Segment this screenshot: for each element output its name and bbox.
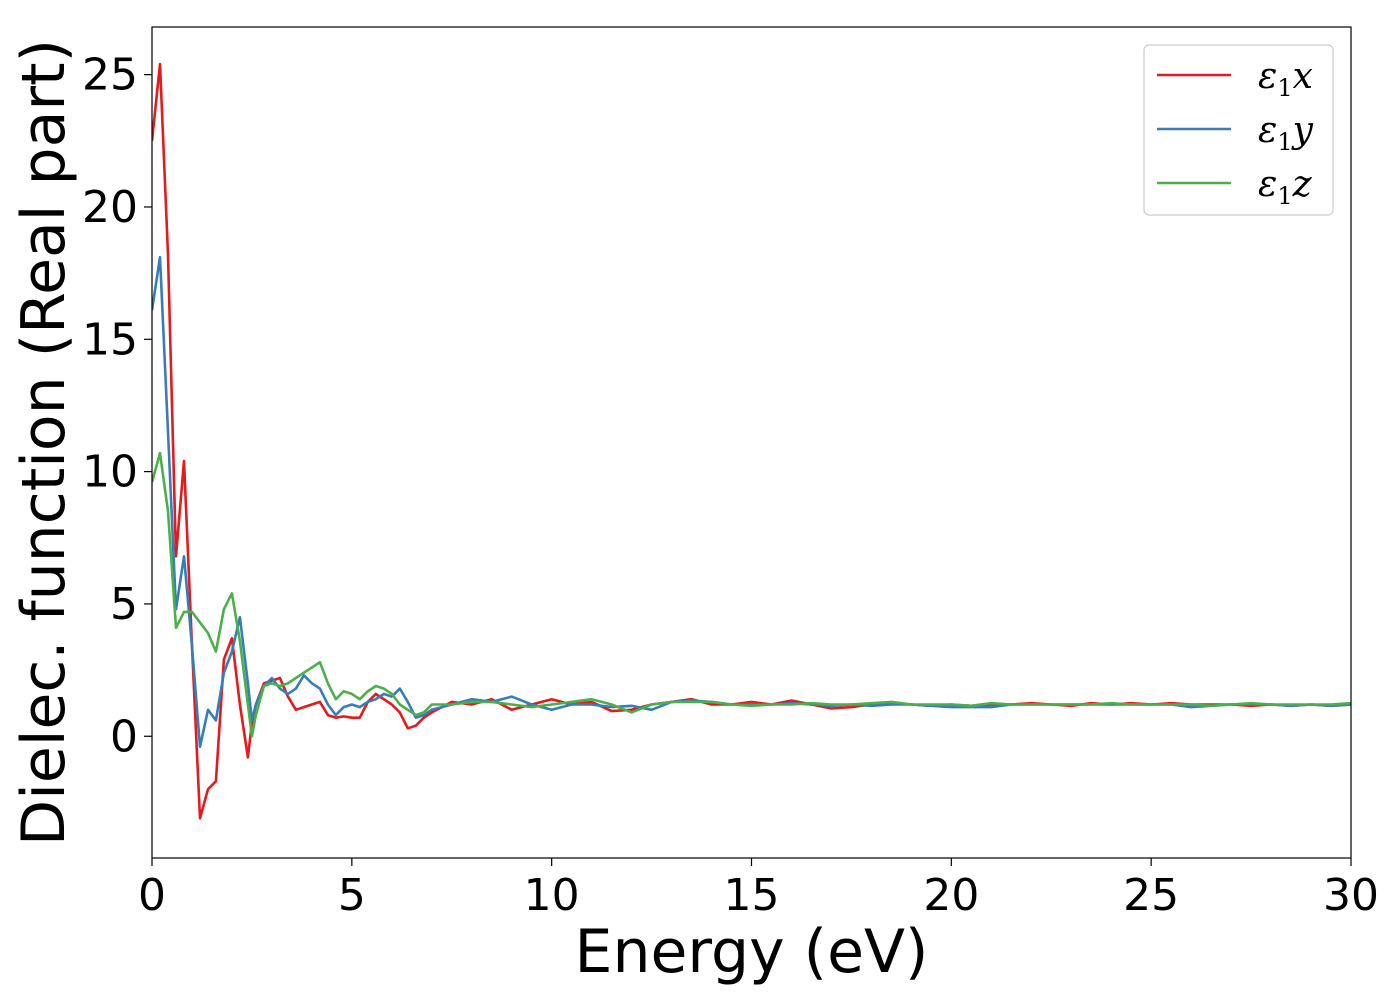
y-axis: 0 5 10 15 20 25 [82,50,152,762]
y-tick-label: 0 [110,711,138,762]
y-tick-label: 5 [110,579,138,630]
legend-box [1143,44,1334,216]
legend: ε1x ε1y ε1z [1143,44,1334,216]
x-tick-label: 15 [724,870,780,921]
x-axis-title: Energy (eV) [575,917,929,987]
y-tick-label: 10 [82,447,138,498]
y-axis-title: Dielec. function (Real part) [9,39,79,846]
x-tick-label: 30 [1323,870,1379,921]
series-line-z [152,451,1351,738]
y-tick-label: 25 [82,50,138,101]
x-tick-label: 5 [338,870,366,921]
x-tick-label: 0 [138,870,166,921]
x-tick-label: 20 [923,870,979,921]
x-tick-label: 10 [524,870,580,921]
legend-label-y: ε1y [1258,110,1314,156]
legend-label-z: ε1z [1258,164,1313,210]
x-axis: 0 5 10 15 20 25 30 [138,858,1379,921]
series-layer [152,62,1351,820]
y-tick-label: 20 [82,182,138,233]
legend-label-x: ε1x [1258,56,1313,102]
x-tick-label: 25 [1123,870,1179,921]
y-tick-label: 15 [82,314,138,365]
